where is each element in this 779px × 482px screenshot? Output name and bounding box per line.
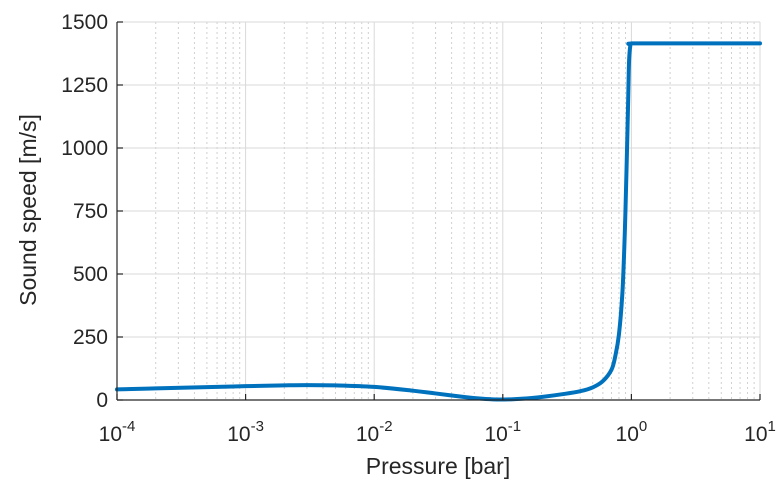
x-tick-label: 100: [616, 418, 648, 446]
x-tick-exponent: 0: [639, 418, 647, 435]
tick-labels: 10-4 10-3 10-2 10-1 100 101025050075010001250…: [61, 11, 776, 446]
x-tick-exponent: -1: [508, 418, 521, 435]
x-tick-base: 10: [227, 423, 250, 446]
y-tick-label: 1000: [61, 137, 108, 160]
x-tick-label: 10-4: [99, 418, 136, 446]
series-line-0: [115, 41, 762, 402]
axes: [116, 21, 761, 401]
x-tick-exponent: 1: [768, 418, 776, 435]
y-tick-label: 500: [73, 263, 108, 286]
y-tick-label: 1250: [61, 74, 108, 97]
x-tick-label: 10-2: [356, 418, 393, 446]
x-tick-exponent: -4: [122, 418, 135, 435]
series-layer: [115, 41, 762, 402]
x-tick-exponent: -3: [251, 418, 264, 435]
x-tick-base: 10: [744, 423, 767, 446]
y-tick-label: 1500: [61, 11, 108, 34]
y-tick-label: 750: [73, 200, 108, 223]
x-tick-exponent: -2: [379, 418, 392, 435]
x-tick-base: 10: [356, 423, 379, 446]
x-tick-label: 101: [744, 418, 776, 446]
y-tick-label: 250: [73, 326, 108, 349]
x-tick-label: 10-1: [484, 418, 521, 446]
grid: [116, 21, 761, 401]
y-tick-label: 0: [96, 389, 108, 412]
x-tick-base: 10: [484, 423, 507, 446]
x-tick-label: 10-3: [227, 418, 264, 446]
x-axis-label: Pressure [bar]: [366, 453, 510, 479]
y-axis-label: Sound speed [m/s]: [15, 114, 41, 306]
x-tick-base: 10: [99, 423, 122, 446]
x-tick-base: 10: [616, 423, 639, 446]
